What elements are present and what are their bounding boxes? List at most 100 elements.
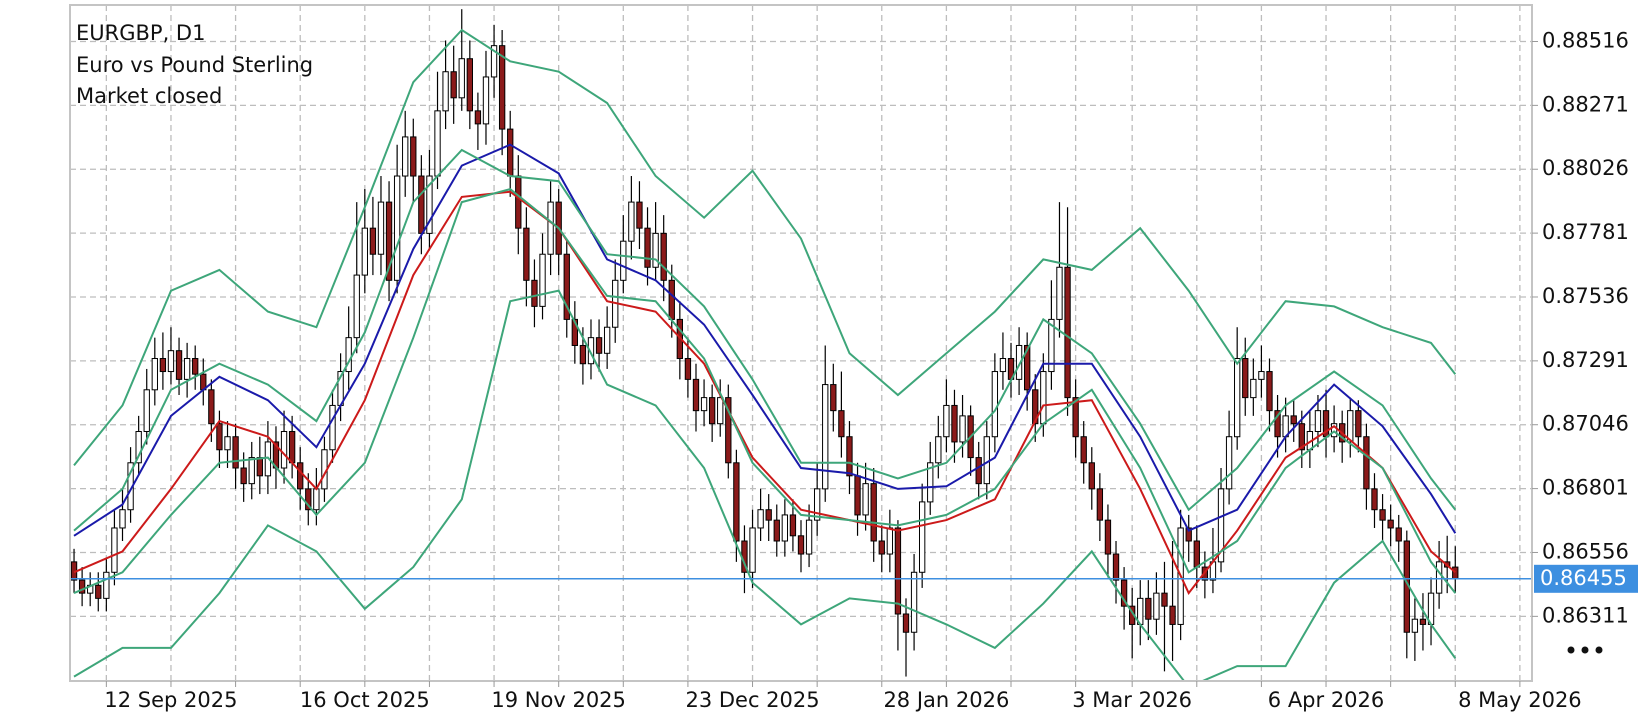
candle-body bbox=[418, 175, 425, 234]
candle-body bbox=[369, 227, 377, 255]
plot-area bbox=[70, 9, 1532, 681]
candle-body bbox=[902, 613, 910, 633]
chart-title: EURGBP, D1 bbox=[76, 21, 205, 45]
candle-body bbox=[1015, 344, 1023, 380]
candle-body bbox=[410, 136, 417, 177]
candle-body bbox=[143, 389, 150, 433]
candle-body bbox=[708, 397, 716, 425]
candle-body bbox=[1274, 410, 1281, 438]
candle-body bbox=[1242, 358, 1249, 399]
candle-body bbox=[385, 201, 393, 281]
candle-body bbox=[1032, 389, 1039, 425]
candle-body bbox=[660, 232, 667, 281]
candle-body bbox=[232, 436, 239, 469]
current-price-box bbox=[1534, 564, 1638, 593]
candle-body bbox=[975, 457, 982, 485]
candle-body bbox=[507, 128, 514, 177]
candle-body bbox=[240, 467, 247, 485]
candle-body bbox=[668, 279, 675, 320]
candle-body bbox=[297, 462, 304, 490]
candle-body bbox=[1185, 527, 1192, 542]
candle-body bbox=[733, 462, 740, 542]
candle-body bbox=[781, 514, 789, 542]
candle-body bbox=[192, 358, 199, 375]
y-tick-label: 0.88271 bbox=[1542, 92, 1629, 116]
candle-body bbox=[862, 483, 869, 516]
candle-body bbox=[159, 358, 167, 373]
x-tick-label: 12 Sep 2025 bbox=[104, 688, 237, 712]
candle-body bbox=[135, 431, 142, 464]
candle-body bbox=[361, 227, 368, 276]
candle-body bbox=[256, 457, 263, 477]
candle-body bbox=[1072, 397, 1079, 438]
plot-border bbox=[69, 4, 1533, 682]
candle-body bbox=[1056, 266, 1063, 320]
candle-body bbox=[620, 240, 627, 281]
candle-body bbox=[571, 318, 578, 346]
candle-body bbox=[943, 404, 950, 438]
y-tick-label: 0.86801 bbox=[1542, 476, 1629, 500]
candle-body bbox=[1048, 318, 1055, 373]
candle-body bbox=[1411, 618, 1419, 633]
candle-body bbox=[175, 350, 183, 380]
candle-body bbox=[813, 488, 821, 521]
candle-body bbox=[442, 71, 449, 112]
y-tick-label: 0.87291 bbox=[1542, 348, 1629, 372]
candle-body bbox=[345, 337, 352, 373]
candle-body bbox=[805, 519, 813, 555]
candle-body bbox=[434, 110, 441, 177]
candle-body bbox=[749, 527, 756, 573]
indicator-line bbox=[73, 28, 1457, 467]
candle-body bbox=[1347, 410, 1354, 443]
candle-body bbox=[773, 519, 780, 542]
candle-body bbox=[1217, 488, 1225, 563]
candle-body bbox=[1452, 566, 1459, 580]
candle-body bbox=[1387, 519, 1394, 529]
candle-body bbox=[1379, 509, 1386, 521]
candle-body bbox=[951, 404, 958, 443]
candle-body bbox=[1064, 266, 1071, 399]
candle-body bbox=[498, 45, 506, 130]
candle-body bbox=[789, 514, 797, 537]
candle-body bbox=[523, 227, 530, 281]
candle-body bbox=[111, 527, 118, 573]
candle-body bbox=[353, 274, 360, 339]
candle-body bbox=[547, 201, 554, 255]
candle-body bbox=[636, 201, 643, 229]
y-tick-label: 0.88516 bbox=[1542, 28, 1629, 52]
y-tick-label: 0.87046 bbox=[1542, 412, 1629, 436]
candle-body bbox=[878, 540, 885, 555]
candle-body bbox=[288, 431, 296, 464]
candle-body bbox=[894, 527, 902, 615]
candle-body bbox=[1363, 436, 1370, 490]
candle-body bbox=[692, 378, 700, 412]
candle-body bbox=[1112, 553, 1120, 581]
more-menu[interactable] bbox=[1567, 646, 1603, 654]
candle-body bbox=[579, 344, 587, 365]
candle-body bbox=[717, 397, 724, 425]
candle-body bbox=[1088, 462, 1095, 490]
candle-body bbox=[329, 404, 336, 451]
candle-body bbox=[1266, 371, 1273, 412]
candle-body bbox=[1290, 415, 1297, 425]
candle-body bbox=[119, 509, 126, 529]
candle-body bbox=[684, 358, 692, 380]
candle-body bbox=[797, 535, 805, 555]
x-tick-label: 16 Oct 2025 bbox=[300, 688, 430, 712]
candle-body bbox=[224, 436, 231, 451]
candle-body bbox=[402, 136, 409, 177]
candle-body bbox=[870, 483, 877, 542]
axes: 0.88516 0.88271 0.88026 0.87781 0.87536 0.872… bbox=[104, 28, 1638, 712]
candle-body bbox=[822, 384, 829, 490]
candle-body bbox=[1298, 423, 1305, 451]
candle-body bbox=[830, 384, 837, 412]
candle-body bbox=[927, 462, 934, 503]
candle-body bbox=[531, 279, 538, 307]
candle-body bbox=[563, 253, 570, 320]
candle-body bbox=[918, 501, 926, 573]
candle-body bbox=[167, 350, 175, 373]
candle-body bbox=[1395, 527, 1402, 542]
x-tick-label: 3 Mar 2026 bbox=[1072, 688, 1192, 712]
